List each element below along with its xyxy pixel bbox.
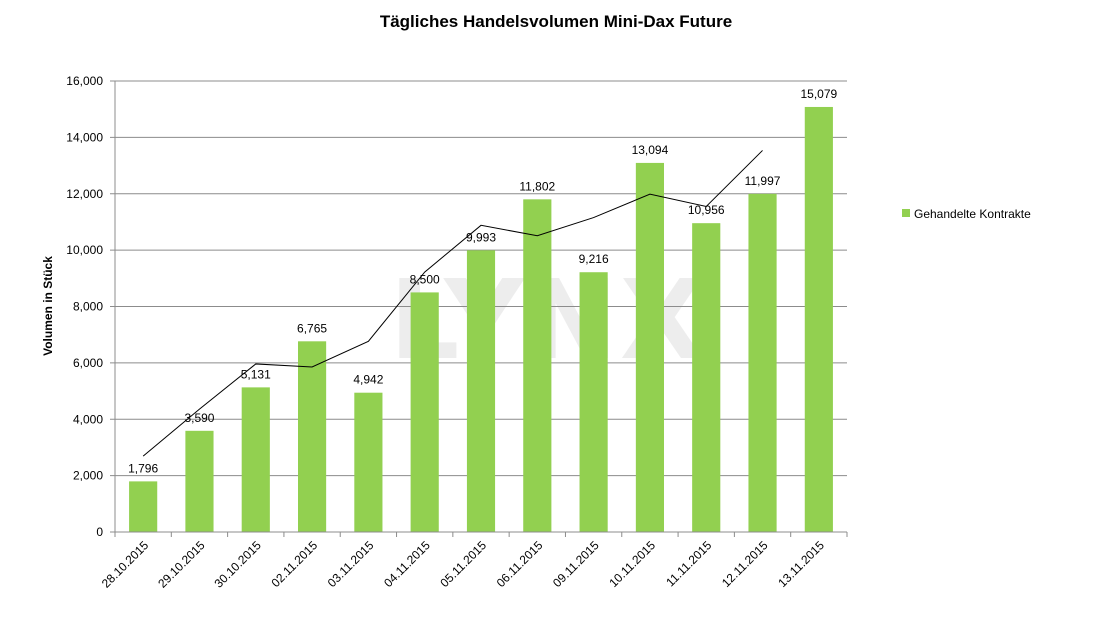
data-label: 15,079 <box>800 87 837 101</box>
bar <box>354 392 383 532</box>
x-tick-label: 09.11.2015 <box>550 538 602 590</box>
x-tick-label: 04.11.2015 <box>381 538 433 590</box>
y-tick-label: 16,000 <box>66 74 103 88</box>
y-tick-label: 8,000 <box>73 300 103 314</box>
bar <box>466 250 496 532</box>
bar <box>523 199 552 533</box>
bar <box>804 106 833 532</box>
data-label: 6,765 <box>297 321 327 335</box>
y-tick-label: 2,000 <box>73 469 103 483</box>
x-tick-label: 06.11.2015 <box>494 538 546 590</box>
data-label: 13,094 <box>632 143 669 157</box>
bar <box>692 223 721 533</box>
y-axis-label: Volumen in Stück <box>41 256 55 356</box>
x-tick-label: 13.11.2015 <box>775 538 827 590</box>
x-tick-label: 12.11.2015 <box>719 538 771 590</box>
y-tick-label: 0 <box>96 525 103 539</box>
y-tick-label: 6,000 <box>73 356 103 370</box>
data-label: 11,997 <box>745 174 781 188</box>
x-tick-label: 03.11.2015 <box>325 538 377 590</box>
bar <box>129 481 158 532</box>
data-label: 1,796 <box>128 461 158 475</box>
bar <box>410 292 439 532</box>
x-tick-label: 30.10.2015 <box>212 538 265 591</box>
bar <box>241 387 270 532</box>
bar <box>748 193 777 532</box>
legend: Gehandelte Kontrakte <box>902 207 1031 221</box>
x-tick-label: 28.10.2015 <box>99 538 152 591</box>
y-tick-label: 14,000 <box>66 130 103 144</box>
bar <box>635 162 664 532</box>
data-label: 4,942 <box>353 373 383 387</box>
x-tick-label: 02.11.2015 <box>268 538 320 590</box>
x-tick-label: 11.11.2015 <box>663 538 714 589</box>
trendline <box>142 150 763 457</box>
y-tick-label: 12,000 <box>66 187 103 201</box>
data-label: 9,993 <box>466 230 496 244</box>
x-tick-label: 05.11.2015 <box>437 538 489 590</box>
chart-title: Tägliches Handelsvolumen Mini-Dax Future <box>380 12 732 31</box>
data-label: 9,216 <box>579 252 609 266</box>
data-labels: 1,796 3,590 5,131 6,765 4,942 8,500 9,993 11,80… <box>128 87 837 475</box>
bar <box>579 272 608 532</box>
legend-label: Gehandelte Kontrakte <box>914 207 1031 221</box>
bar <box>185 430 214 532</box>
legend-swatch <box>902 209 910 217</box>
bars <box>129 106 833 533</box>
x-tick-label: 10.11.2015 <box>606 538 658 590</box>
data-label: 5,131 <box>241 367 271 381</box>
x-tick-label: 29.10.2015 <box>155 538 208 591</box>
y-tick-label: 10,000 <box>66 243 103 257</box>
trendline-group <box>142 150 763 457</box>
bar <box>298 341 327 532</box>
data-label: 11,802 <box>519 179 555 193</box>
y-tick-label: 4,000 <box>73 412 103 426</box>
data-label: 3,590 <box>184 411 214 425</box>
data-label: 8,500 <box>410 272 440 286</box>
data-label: 10,956 <box>688 203 725 217</box>
